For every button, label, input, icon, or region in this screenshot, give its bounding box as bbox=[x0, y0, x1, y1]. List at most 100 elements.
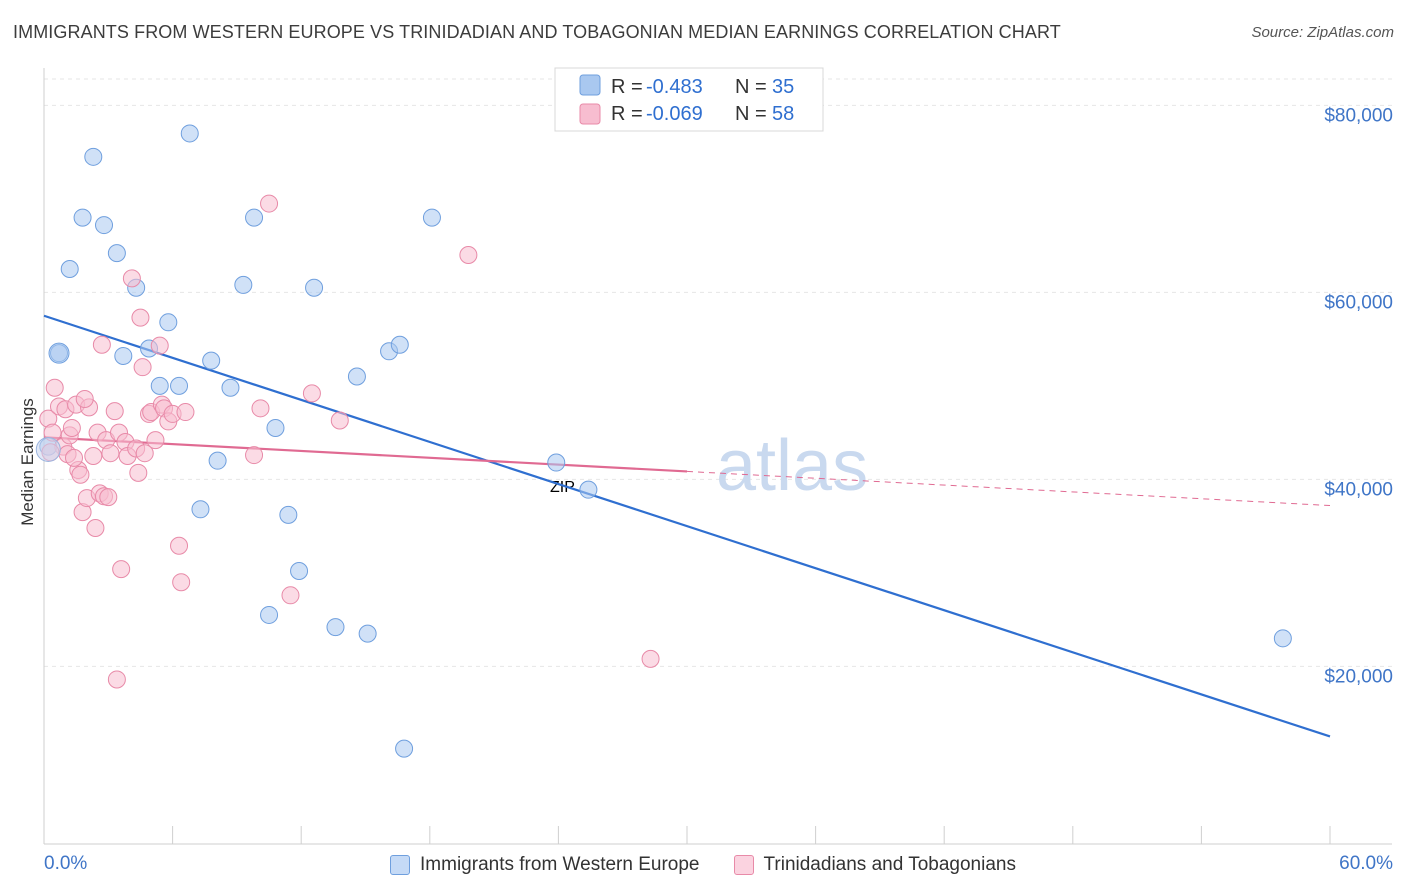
point-trinidadian bbox=[65, 448, 84, 467]
legend-item-western-europe[interactable]: Immigrants from Western Europe bbox=[390, 854, 700, 876]
point-western-europe bbox=[170, 376, 189, 395]
trend-lines bbox=[43, 314, 1331, 738]
point-trinidadian bbox=[45, 378, 64, 397]
legend-r-value-2: -0.069 bbox=[646, 103, 703, 125]
point-trinidadian bbox=[122, 269, 141, 288]
point-western-europe bbox=[305, 278, 324, 297]
point-trinidadian bbox=[112, 560, 131, 579]
legend-item-trinidadian[interactable]: Trinidadians and Tobagonians bbox=[733, 854, 1016, 876]
point-trinidadian bbox=[251, 399, 270, 418]
point-trinidadian bbox=[99, 488, 118, 507]
point-trinidadian bbox=[107, 670, 126, 689]
correlation-legend: R = -0.483 N = 35 R = -0.069 N = 58 bbox=[554, 67, 824, 132]
point-western-europe bbox=[208, 451, 227, 470]
point-western-europe bbox=[266, 418, 285, 437]
point-western-europe bbox=[279, 505, 298, 524]
point-western-europe bbox=[60, 260, 79, 279]
x-tick-label: 0.0% bbox=[44, 853, 87, 874]
point-western-europe bbox=[1273, 629, 1292, 648]
point-western-europe bbox=[326, 618, 345, 637]
point-trinidadian bbox=[176, 403, 195, 422]
point-western-europe bbox=[221, 378, 240, 397]
point-trinidadian bbox=[86, 518, 105, 537]
legend-n-label-2: N = bbox=[735, 103, 767, 125]
point-trinidadian bbox=[641, 649, 660, 668]
legend-n-value-2: 58 bbox=[772, 103, 794, 125]
y-tick-labels: $20,000 $40,000 $60,000 $80,000 bbox=[1324, 105, 1393, 687]
point-western-europe bbox=[180, 124, 199, 143]
point-western-europe bbox=[358, 624, 377, 643]
y-tick-label: $20,000 bbox=[1324, 666, 1393, 687]
point-western-europe bbox=[73, 208, 92, 227]
point-trinidadian bbox=[84, 447, 103, 465]
watermark-atlas: atlas bbox=[716, 426, 868, 506]
y-axis-label: Median Earnings bbox=[18, 398, 37, 526]
point-western-europe bbox=[202, 351, 221, 370]
point-western-europe bbox=[260, 605, 279, 624]
legend-swatch-blue bbox=[390, 855, 411, 875]
point-trinidadian bbox=[281, 586, 300, 605]
legend-n-label-1: N = bbox=[735, 76, 767, 98]
point-western-europe bbox=[579, 480, 598, 499]
x-ticks bbox=[43, 826, 1331, 844]
point-trinidadian bbox=[129, 463, 148, 482]
point-western-europe bbox=[95, 216, 114, 235]
point-trinidadian bbox=[260, 194, 279, 213]
point-western-europe bbox=[422, 208, 441, 227]
y-tick-label: $60,000 bbox=[1324, 292, 1393, 313]
point-western-europe bbox=[84, 147, 103, 166]
point-trinidadian bbox=[101, 444, 120, 463]
legend-swatch-pink bbox=[733, 855, 754, 875]
point-western-europe bbox=[35, 436, 61, 462]
y-tick-label: $80,000 bbox=[1324, 105, 1393, 126]
source-label: Source: ZipAtlas.com bbox=[1251, 24, 1394, 41]
point-trinidadian bbox=[71, 465, 90, 484]
point-western-europe bbox=[191, 500, 210, 519]
point-trinidadian bbox=[92, 335, 111, 354]
legend-label-trinidadian: Trinidadians and Tobagonians bbox=[763, 854, 1016, 875]
trend-line-trinidadian-dashed bbox=[686, 470, 1331, 507]
point-western-europe bbox=[114, 346, 133, 365]
point-trinidadian bbox=[150, 336, 169, 355]
legend-r-value-1: -0.483 bbox=[646, 76, 703, 98]
point-trinidadian bbox=[172, 573, 191, 592]
point-western-europe bbox=[347, 367, 366, 386]
data-points bbox=[35, 124, 1292, 758]
legend-r-label-2: R = bbox=[611, 103, 643, 125]
legend-n-value-1: 35 bbox=[772, 76, 794, 98]
point-trinidadian bbox=[105, 402, 124, 421]
point-trinidadian bbox=[62, 418, 81, 437]
x-tick-labels: 0.0% 60.0% bbox=[44, 853, 1393, 874]
gridlines bbox=[44, 78, 1392, 667]
point-western-europe bbox=[290, 561, 309, 580]
y-tick-label: $40,000 bbox=[1324, 479, 1393, 500]
legend-r-label-1: R = bbox=[611, 76, 643, 98]
point-western-europe bbox=[245, 208, 264, 227]
point-trinidadian bbox=[302, 384, 321, 403]
point-trinidadian bbox=[135, 444, 154, 463]
point-western-europe bbox=[390, 335, 409, 354]
point-western-europe bbox=[159, 313, 178, 332]
point-trinidadian bbox=[146, 431, 165, 450]
legend-label-western-europe: Immigrants from Western Europe bbox=[420, 854, 700, 875]
point-trinidadian bbox=[170, 536, 189, 555]
point-trinidadian bbox=[75, 389, 94, 408]
legend-swatch-western-europe bbox=[579, 74, 601, 96]
point-trinidadian bbox=[330, 411, 349, 430]
point-western-europe bbox=[48, 342, 70, 364]
point-trinidadian bbox=[245, 446, 264, 465]
point-trinidadian bbox=[133, 358, 152, 377]
legend-swatch-trinidadian bbox=[579, 103, 601, 125]
point-western-europe bbox=[547, 453, 566, 472]
point-trinidadian bbox=[131, 308, 150, 327]
point-western-europe bbox=[150, 376, 169, 395]
trend-line-western-europe bbox=[43, 314, 1331, 738]
chart-title: IMMIGRANTS FROM WESTERN EUROPE VS TRINID… bbox=[13, 22, 1061, 42]
x-tick-label: 60.0% bbox=[1339, 853, 1393, 874]
point-western-europe bbox=[395, 739, 414, 758]
point-trinidadian bbox=[459, 245, 478, 264]
series-legend: Immigrants from Western Europe Trinidadi… bbox=[0, 850, 1406, 880]
point-western-europe bbox=[234, 275, 253, 294]
point-western-europe bbox=[107, 244, 126, 263]
